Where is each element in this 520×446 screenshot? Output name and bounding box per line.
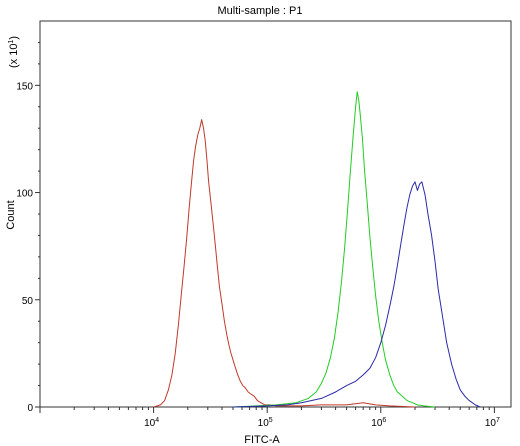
x-tick-base-1: 10 — [258, 418, 270, 429]
chart-title: Multi-sample : P1 — [218, 5, 303, 17]
x-tick-label-1: 105 — [258, 417, 273, 429]
y-tick-label-1: 50 — [22, 296, 34, 307]
y-multiplier-exponent: 1 — [8, 40, 15, 44]
y-multiplier-label: (x 101) — [8, 36, 20, 68]
x-tick-exp-2: 6 — [382, 417, 386, 424]
x-axis: 104 105 106 107 — [39, 407, 500, 429]
y-tick-label-0: 0 — [27, 403, 33, 414]
x-tick-exp-0: 4 — [155, 417, 159, 424]
x-tick-label-3: 107 — [485, 417, 500, 429]
x-tick-base-2: 10 — [371, 418, 383, 429]
x-tick-label-0: 104 — [144, 417, 159, 429]
series-line-2 — [232, 181, 481, 408]
series-layer — [153, 91, 481, 408]
y-tick-label-3: 150 — [16, 81, 33, 92]
series-line-1 — [232, 91, 436, 408]
x-tick-exp-3: 7 — [496, 417, 500, 424]
x-tick-label-2: 106 — [371, 417, 386, 429]
y-tick-label-2: 100 — [16, 189, 33, 200]
x-tick-exp-1: 5 — [269, 417, 273, 424]
y-axis: 0 50 100 150 — [16, 41, 40, 414]
x-tick-base-0: 10 — [144, 418, 156, 429]
y-axis-label: Count — [5, 200, 17, 229]
y-multiplier-suffix: ) — [8, 36, 20, 40]
y-axis-label-group: Count — [5, 200, 17, 229]
plot-area-frame — [39, 20, 512, 408]
series-line-0 — [153, 119, 416, 408]
svg-text:(x 101): (x 101) — [8, 36, 20, 68]
x-tick-base-3: 10 — [485, 418, 497, 429]
y-multiplier-prefix: (x 10 — [8, 44, 20, 68]
x-axis-label: FITC-A — [244, 434, 280, 446]
